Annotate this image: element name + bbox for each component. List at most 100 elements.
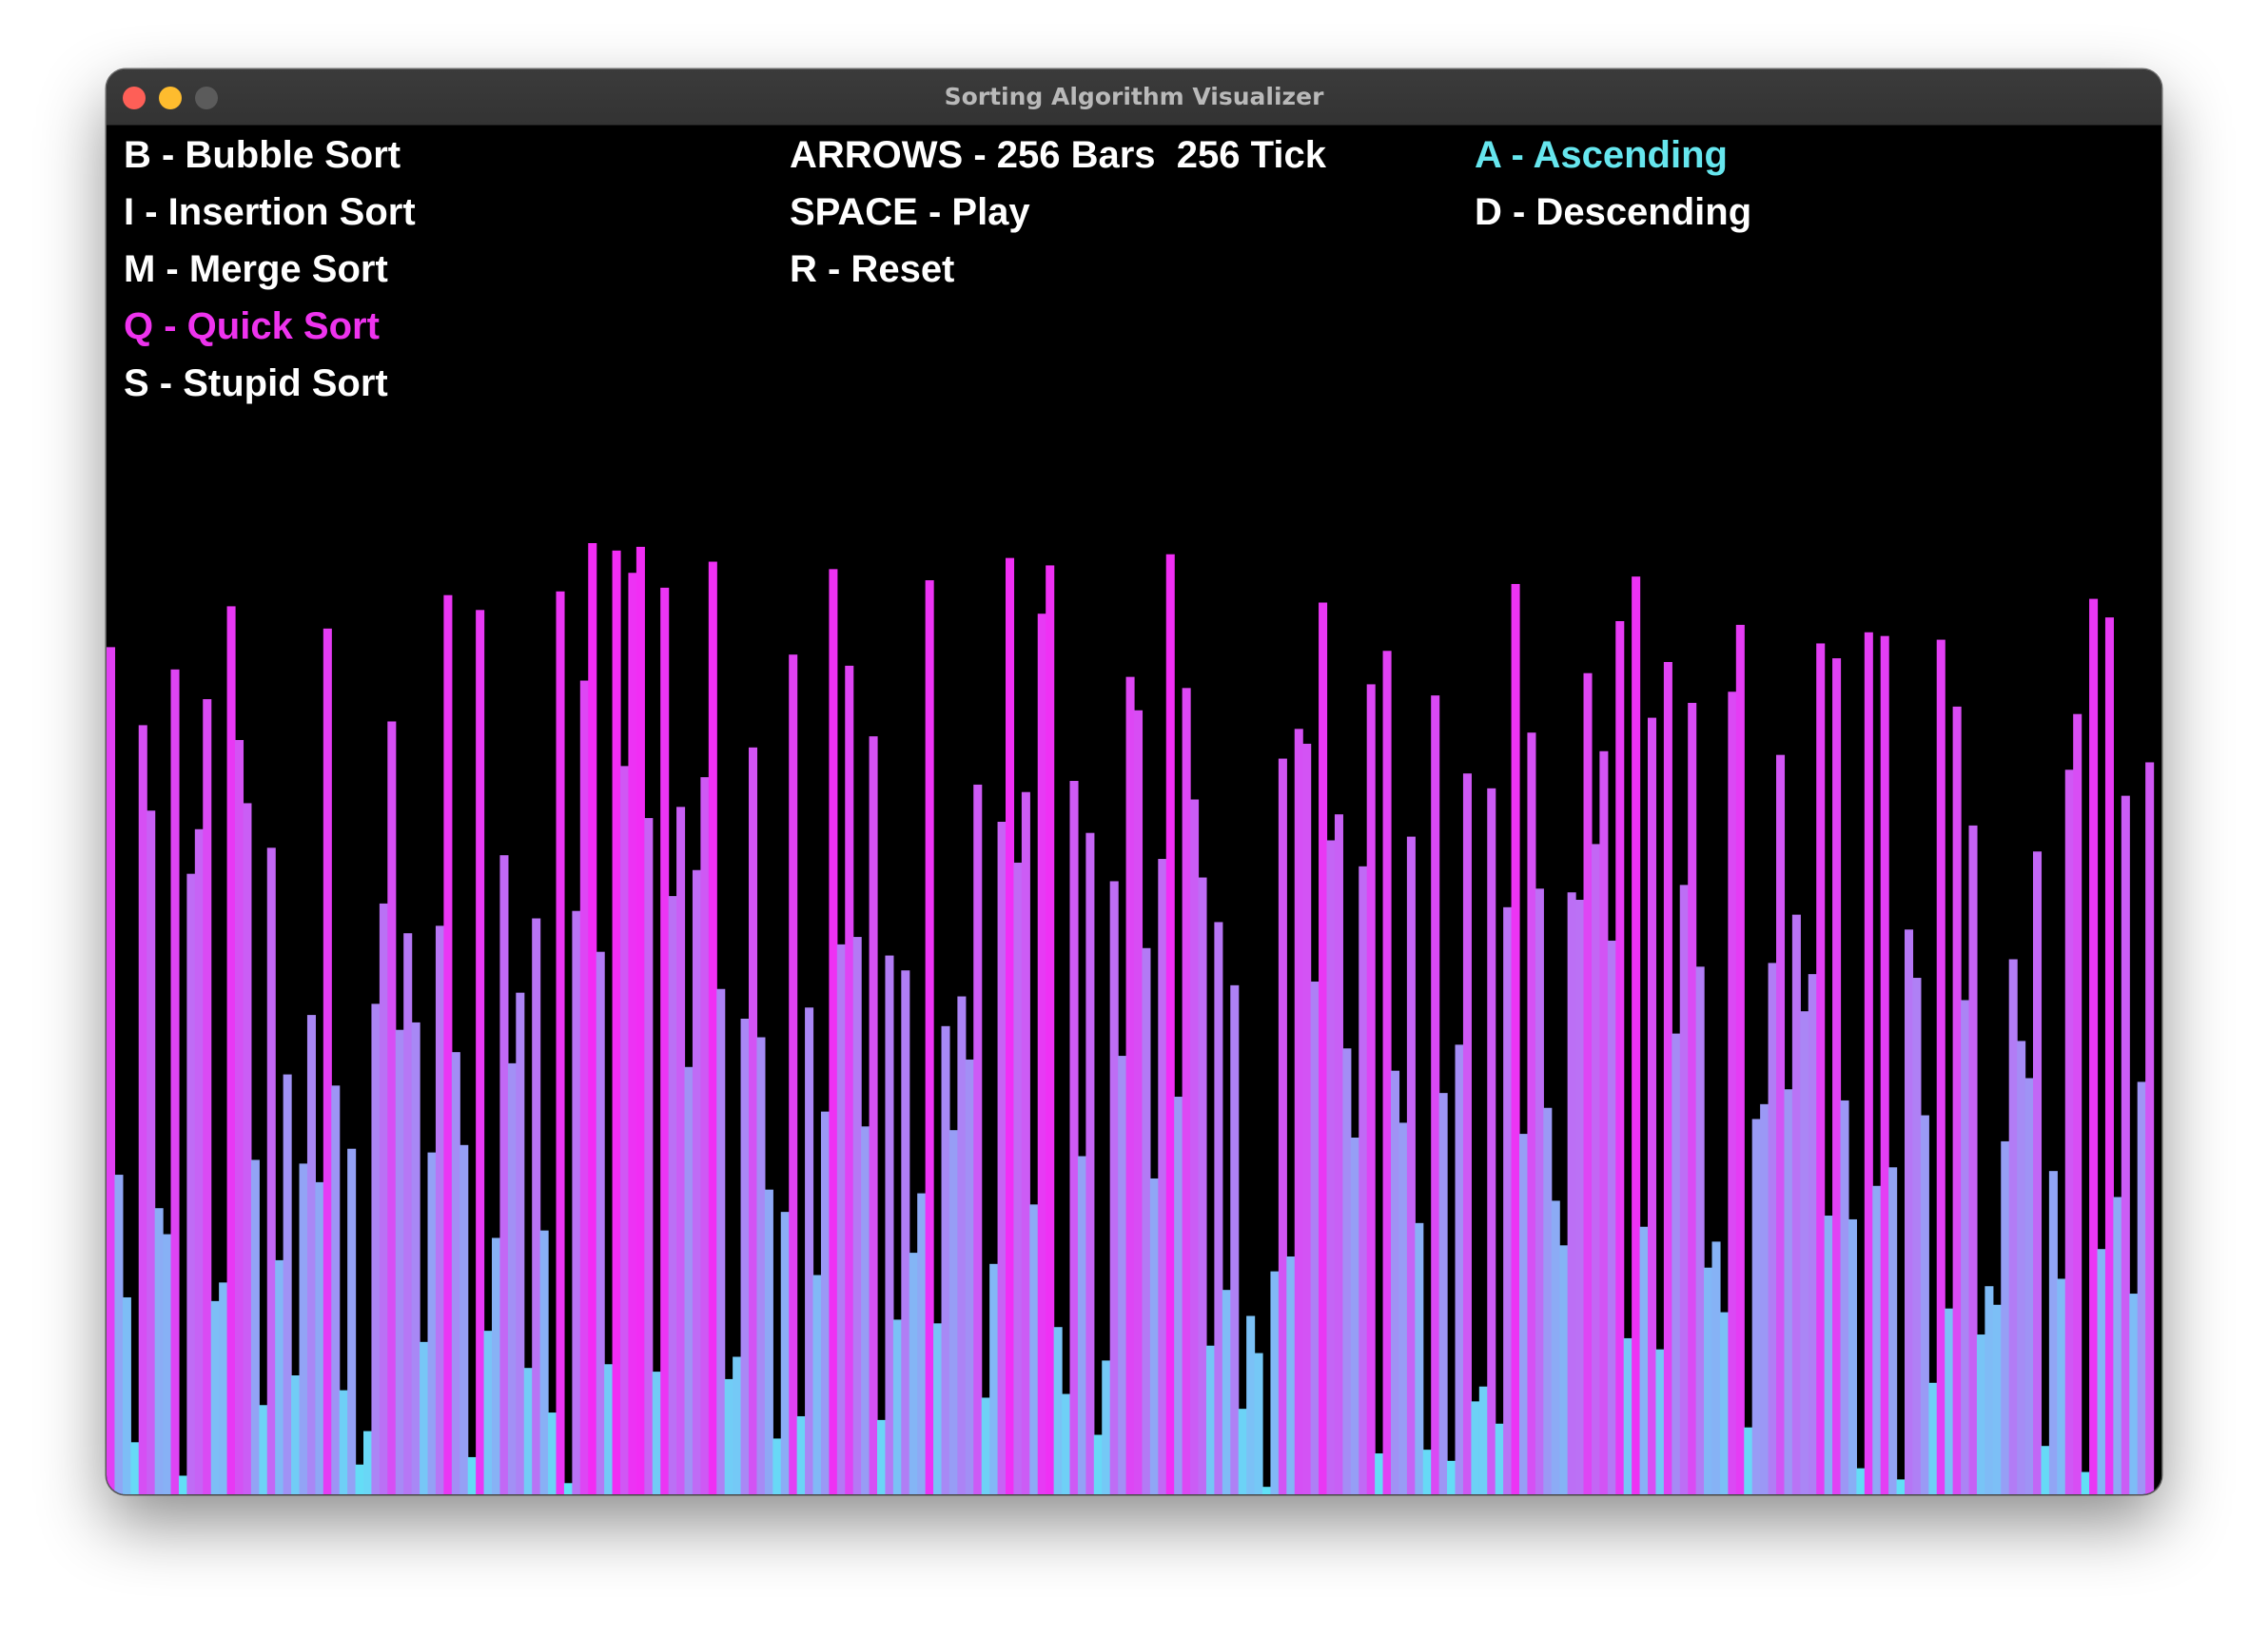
value-bar	[668, 896, 677, 1494]
value-bar	[379, 903, 388, 1494]
value-bar	[941, 1025, 950, 1494]
value-bar	[1062, 1393, 1071, 1494]
value-bar	[1422, 1450, 1432, 1494]
value-bar	[1711, 1241, 1721, 1494]
value-bar	[2153, 1490, 2161, 1494]
value-bar	[163, 1234, 172, 1494]
value-bar	[1013, 862, 1023, 1494]
value-bar	[2137, 1081, 2146, 1494]
value-bar	[2145, 762, 2155, 1494]
menu-insertion-sort[interactable]: I - Insertion Sort	[124, 191, 416, 233]
value-bar	[1527, 732, 1536, 1494]
value-bar	[1447, 1460, 1457, 1494]
value-bar	[2024, 1078, 2034, 1494]
value-bar	[965, 1059, 974, 1494]
value-bar	[259, 1405, 268, 1494]
menu-ascending[interactable]: A - Ascending	[1475, 134, 1728, 176]
window-title: Sorting Algorithm Visualizer	[944, 83, 1324, 110]
value-bar	[861, 1126, 870, 1494]
value-bar	[1462, 773, 1472, 1494]
value-bar	[1077, 1156, 1086, 1494]
value-bar	[1511, 583, 1520, 1494]
value-bar	[612, 550, 621, 1494]
value-bar	[1519, 1134, 1529, 1494]
value-bar	[1936, 639, 1945, 1494]
value-bar	[1751, 1119, 1761, 1494]
menu-arrows-bars-tick[interactable]: ARROWS - 256 Bars 256 Tick	[790, 134, 1326, 176]
value-bar	[1158, 859, 1167, 1494]
menu-quick-sort[interactable]: Q - Quick Sort	[124, 305, 380, 347]
value-bar	[820, 1111, 830, 1494]
value-bar	[1029, 1204, 1039, 1494]
value-bar	[1920, 1115, 1929, 1494]
value-bar	[1438, 1093, 1448, 1494]
value-bar	[1632, 576, 1641, 1494]
value-bar	[1246, 1315, 1256, 1494]
value-bar	[588, 543, 597, 1494]
value-bar	[275, 1259, 284, 1494]
value-bar	[467, 1456, 477, 1494]
menu-stupid-sort[interactable]: S - Stupid Sort	[124, 362, 388, 404]
value-bar	[291, 1375, 301, 1494]
value-bar	[780, 1212, 790, 1494]
value-bar	[1142, 947, 1151, 1494]
value-bar	[1880, 635, 1889, 1494]
minimize-window-button[interactable]	[159, 87, 182, 109]
value-bar	[178, 1475, 187, 1494]
value-bar	[492, 1237, 501, 1494]
value-bar	[1992, 1304, 2002, 1494]
value-bar	[981, 1397, 990, 1494]
menu-bubble-sort[interactable]: B - Bubble Sort	[124, 134, 401, 176]
value-bar	[1663, 662, 1672, 1494]
menu-descending[interactable]: D - Descending	[1475, 191, 1752, 233]
value-bar	[147, 810, 156, 1494]
value-bar	[539, 1230, 549, 1494]
value-bar	[1648, 717, 1657, 1494]
value-bar	[299, 1163, 308, 1494]
menu-space-play[interactable]: SPACE - Play	[790, 191, 1030, 233]
value-bar	[676, 807, 686, 1494]
value-bar	[122, 1296, 131, 1494]
value-bar	[925, 580, 934, 1494]
value-bar	[1350, 1138, 1359, 1494]
value-bar	[516, 992, 525, 1494]
close-window-button[interactable]	[123, 87, 146, 109]
value-bar	[250, 1159, 260, 1494]
value-bar	[973, 784, 983, 1494]
value-bar	[1599, 750, 1609, 1494]
value-bar	[339, 1390, 348, 1494]
value-bar	[443, 594, 453, 1494]
value-bar	[235, 740, 244, 1494]
value-bar	[323, 628, 332, 1494]
value-bar	[1912, 978, 1922, 1494]
value-bar	[186, 873, 196, 1494]
value-bar	[789, 654, 798, 1494]
value-bar	[1190, 799, 1200, 1494]
value-bar	[371, 1003, 381, 1494]
value-bar	[355, 1464, 364, 1494]
value-bar	[2017, 1041, 2026, 1494]
value-bar	[1719, 1312, 1729, 1494]
value-bar	[1149, 1178, 1159, 1494]
value-bar	[1728, 691, 1737, 1494]
value-bar	[805, 1007, 814, 1494]
value-bar	[1415, 1222, 1424, 1494]
menu-merge-sort[interactable]: M - Merge Sort	[124, 248, 388, 290]
value-bar	[435, 925, 444, 1494]
zoom-window-button[interactable]	[195, 87, 218, 109]
value-bar	[2001, 1140, 2010, 1494]
value-bar	[917, 1193, 927, 1494]
value-bar	[427, 1152, 437, 1494]
value-bar	[1165, 554, 1175, 1494]
menu-reset[interactable]: R - Reset	[790, 248, 955, 290]
visualizer-canvas[interactable]: B - Bubble Sort I - Insertion Sort M - M…	[107, 126, 2161, 1494]
value-bar	[933, 1323, 943, 1494]
value-bar	[829, 569, 838, 1494]
value-bar	[2033, 851, 2043, 1494]
value-bar	[620, 766, 630, 1494]
value-bar	[733, 1356, 742, 1494]
value-bar	[1864, 632, 1873, 1494]
value-bar	[459, 1144, 469, 1494]
value-bar	[1359, 866, 1368, 1494]
value-bar	[852, 937, 862, 1494]
